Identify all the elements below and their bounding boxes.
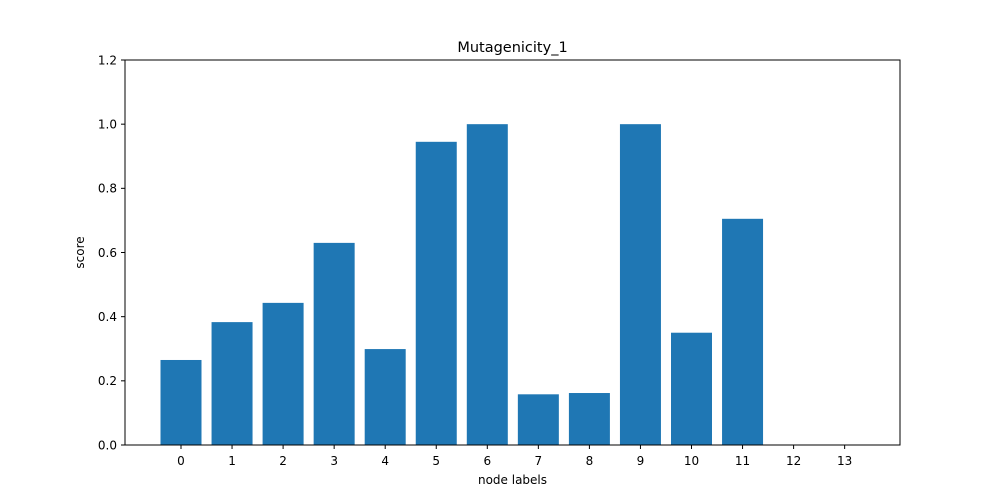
x-tick-label: 13 (837, 454, 852, 468)
y-tick-label: 0.4 (98, 310, 117, 324)
bar-1 (211, 322, 253, 445)
x-tick-label: 5 (432, 454, 440, 468)
y-tick-label: 0.6 (98, 246, 117, 260)
bar-3 (313, 242, 355, 446)
x-tick-label: 7 (535, 454, 543, 468)
x-axis-ticks: 0 1 2 3 4 5 6 7 8 9 10 11 12 13 (177, 445, 852, 468)
y-tick-label: 1.2 (98, 53, 117, 67)
x-tick-label: 11 (735, 454, 750, 468)
y-axis-label: score (73, 236, 87, 268)
x-tick-label: 8 (586, 454, 594, 468)
x-tick-label: 10 (684, 454, 699, 468)
x-axis-label: node labels (478, 473, 547, 487)
bar-5 (415, 141, 457, 445)
x-tick-label: 2 (279, 454, 287, 468)
bar-10 (671, 332, 712, 445)
bars-group (160, 124, 764, 446)
y-tick-label: 0.8 (98, 182, 117, 196)
y-tick-label: 0.2 (98, 374, 117, 388)
x-tick-label: 1 (228, 454, 236, 468)
bar-11 (722, 218, 764, 445)
bar-9 (619, 124, 661, 446)
x-tick-label: 4 (381, 454, 389, 468)
bar-0 (160, 359, 202, 445)
bar-2 (262, 302, 304, 445)
bar-4 (364, 349, 406, 445)
plot-frame (124, 59, 901, 446)
y-tick-label: 0.0 (98, 438, 117, 452)
bar-7 (517, 394, 559, 445)
x-tick-label: 12 (786, 454, 801, 468)
y-axis-ticks: 0.0 0.2 0.4 0.6 0.8 1.0 1.2 (98, 53, 125, 452)
bar-6 (466, 124, 508, 446)
y-tick-label: 1.0 (98, 117, 117, 131)
chart-title: Mutagenicity_1 (457, 40, 567, 56)
x-tick-label: 0 (177, 454, 185, 468)
bar-8 (568, 393, 610, 445)
x-tick-label: 9 (637, 454, 645, 468)
x-tick-label: 6 (483, 454, 491, 468)
x-tick-label: 3 (330, 454, 338, 468)
